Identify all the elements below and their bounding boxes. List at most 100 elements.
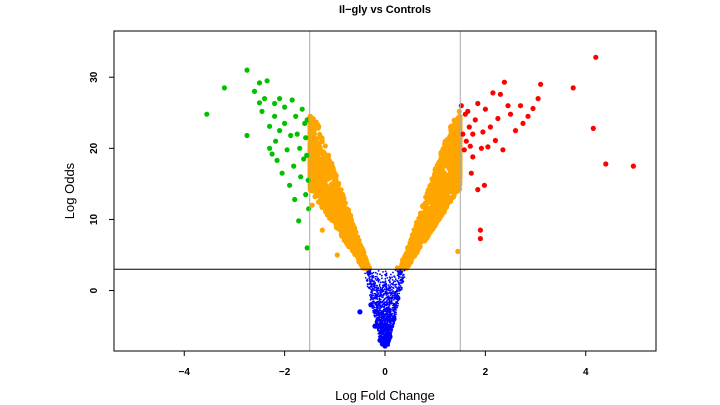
data-point (366, 270, 372, 276)
data-point (481, 182, 487, 188)
density-point (375, 310, 378, 313)
density-point (385, 293, 388, 296)
density-point (390, 273, 392, 276)
data-point (512, 128, 519, 134)
data-point (344, 236, 350, 242)
density-point (334, 225, 340, 231)
density-point (374, 297, 377, 299)
data-point (308, 117, 314, 123)
density-point (384, 307, 387, 310)
density-point (388, 302, 391, 305)
density-point (387, 289, 389, 291)
density-point (379, 273, 381, 276)
data-point (317, 144, 323, 150)
density-point (364, 277, 367, 279)
density-point (385, 322, 388, 325)
density-point (389, 284, 392, 286)
density-point (445, 194, 451, 200)
density-point (381, 327, 383, 330)
density-point (376, 304, 379, 307)
density-point (452, 145, 458, 151)
data-point (525, 113, 531, 119)
density-point (389, 296, 391, 299)
density-point (380, 274, 383, 277)
data-point (372, 323, 378, 329)
data-point (475, 100, 481, 107)
data-point (422, 219, 428, 225)
density-point (380, 294, 382, 297)
density-point (376, 320, 379, 322)
density-point (392, 281, 395, 284)
density-point (347, 242, 353, 248)
density-point (368, 286, 370, 289)
density-point (382, 310, 385, 313)
density-point (439, 185, 445, 191)
density-point (388, 324, 391, 326)
density-point (385, 304, 388, 306)
density-point (448, 131, 454, 138)
density-point (388, 307, 391, 309)
density-point (385, 274, 388, 277)
density-point (370, 294, 373, 297)
data-point (289, 97, 295, 103)
reference-lines (114, 31, 656, 351)
density-point (376, 287, 379, 290)
density-point (382, 327, 385, 330)
density-point (383, 316, 386, 318)
data-point (272, 100, 278, 107)
density-point (387, 327, 390, 329)
density-point (395, 301, 398, 304)
data-point (400, 257, 406, 263)
density-point (370, 296, 372, 299)
density-point (370, 291, 372, 294)
density-point (395, 304, 398, 306)
density-point (373, 310, 376, 313)
data-point (394, 295, 401, 301)
data-point (507, 111, 514, 117)
density-point (397, 304, 399, 307)
density-point (390, 327, 393, 329)
density-point (384, 292, 387, 294)
density-point (443, 139, 449, 145)
density-point (383, 301, 385, 304)
data-point (357, 309, 363, 315)
density-point (392, 286, 394, 289)
density-point (402, 276, 404, 278)
density-point (384, 281, 387, 283)
density-point (385, 319, 388, 321)
density-point (377, 293, 379, 296)
density-point (375, 275, 378, 278)
density-point (376, 273, 379, 275)
density-point (397, 275, 400, 278)
data-point (477, 227, 483, 233)
density-point (373, 287, 376, 289)
density-point (414, 220, 420, 226)
density-point (369, 288, 372, 290)
density-point (380, 314, 383, 317)
density-point (318, 177, 324, 184)
density-point (440, 162, 446, 168)
density-point (401, 278, 403, 280)
density-point (381, 286, 384, 289)
density-point (398, 287, 400, 290)
density-point (377, 313, 380, 316)
density-point (324, 157, 330, 163)
density-point (382, 332, 385, 335)
data-point (485, 144, 491, 150)
density-point (316, 190, 322, 196)
density-point (438, 157, 444, 163)
density-point (383, 336, 386, 339)
data-point (221, 85, 227, 91)
data-point (466, 124, 472, 130)
density-point (384, 282, 387, 285)
density-point (389, 321, 391, 324)
density-point (377, 270, 380, 272)
density-point (373, 289, 375, 291)
density-point (373, 312, 376, 315)
data-point (467, 143, 473, 149)
density-point (392, 299, 395, 301)
data-point (450, 138, 456, 144)
density-point (434, 213, 440, 219)
density-point (379, 281, 382, 284)
density-point (369, 294, 371, 296)
